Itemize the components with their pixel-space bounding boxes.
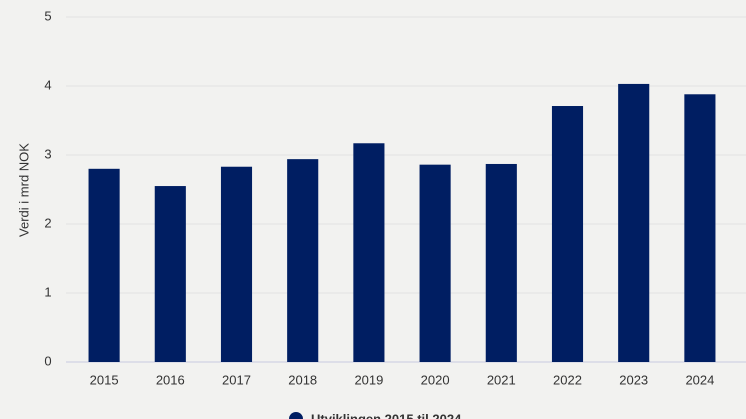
x-tick-label: 2023 xyxy=(619,372,648,387)
bar xyxy=(551,106,584,362)
x-tick-label: 2019 xyxy=(354,372,383,387)
y-axis-label: Verdi i mrd NOK xyxy=(16,143,31,237)
x-tick-label: 2018 xyxy=(288,372,317,387)
bar xyxy=(419,164,451,362)
y-tick-label: 3 xyxy=(44,146,51,161)
x-tick-label: 2021 xyxy=(487,372,516,387)
y-tick-label: 5 xyxy=(44,8,51,23)
x-tick-label: 2016 xyxy=(156,372,185,387)
bar xyxy=(88,168,120,362)
x-tick-label: 2020 xyxy=(421,372,450,387)
bar xyxy=(353,143,385,362)
y-tick-label: 4 xyxy=(44,77,51,92)
x-tick-label: 2024 xyxy=(685,372,714,387)
legend-label: Utviklingen 2015 til 2024 xyxy=(311,411,462,419)
bar xyxy=(618,83,650,363)
x-tick-label: 2017 xyxy=(222,372,251,387)
y-tick-label: 0 xyxy=(44,353,51,368)
legend-marker xyxy=(289,412,303,419)
bar xyxy=(220,166,253,362)
bar xyxy=(154,186,186,362)
x-tick-label: 2015 xyxy=(90,372,119,387)
y-tick-label: 1 xyxy=(44,284,51,299)
bar xyxy=(287,159,319,362)
bar xyxy=(684,94,716,362)
y-tick-label: 2 xyxy=(44,215,51,230)
bar xyxy=(485,163,517,362)
x-tick-label: 2022 xyxy=(553,372,582,387)
